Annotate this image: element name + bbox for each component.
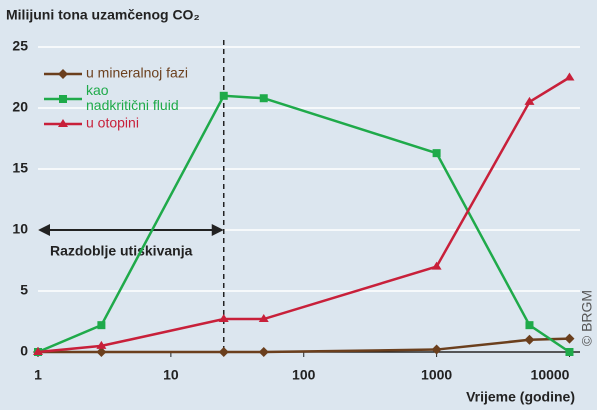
marker xyxy=(258,314,269,323)
legend-label: u mineralnoj fazi xyxy=(86,65,188,81)
marker xyxy=(564,333,575,344)
y-tick-label: 15 xyxy=(12,160,28,176)
x-tick-label: 10 xyxy=(163,367,179,383)
marker xyxy=(59,95,67,103)
marker xyxy=(259,94,268,103)
x-tick-label: 1 xyxy=(34,367,42,383)
credit: © BRGM xyxy=(579,290,595,346)
marker xyxy=(525,321,534,330)
marker xyxy=(431,261,442,270)
marker xyxy=(565,348,574,356)
marker xyxy=(524,96,535,105)
legend-label: kao nadkritični fluid xyxy=(86,82,179,113)
series-line xyxy=(38,337,570,354)
y-tick-label: 5 xyxy=(20,282,28,298)
chart-title: Milijuni tona uzamčenog CO₂ xyxy=(6,7,200,23)
marker xyxy=(218,314,229,323)
marker xyxy=(432,149,441,158)
marker xyxy=(431,344,442,355)
x-axis-label: Vrijeme (godine) xyxy=(466,389,575,405)
legend-label: u otopini xyxy=(86,115,139,131)
marker xyxy=(96,340,107,349)
marker xyxy=(58,119,68,127)
x-tick-label: 1000 xyxy=(421,367,452,383)
series-line xyxy=(37,94,571,354)
y-tick-label: 25 xyxy=(12,38,28,54)
x-tick-label: 100 xyxy=(292,367,316,383)
marker xyxy=(219,91,228,100)
y-tick-label: 0 xyxy=(20,343,28,359)
marker xyxy=(97,321,106,330)
period-label: Razdoblje utiskivanja xyxy=(50,243,193,259)
marker xyxy=(524,334,535,345)
marker xyxy=(218,347,229,357)
marker xyxy=(58,69,68,79)
y-tick-label: 20 xyxy=(12,99,28,115)
marker xyxy=(96,347,107,357)
marker xyxy=(33,347,43,355)
y-tick-label: 10 xyxy=(12,221,28,237)
marker xyxy=(564,72,575,81)
x-tick-label: 10000 xyxy=(531,367,570,383)
marker xyxy=(258,347,269,357)
